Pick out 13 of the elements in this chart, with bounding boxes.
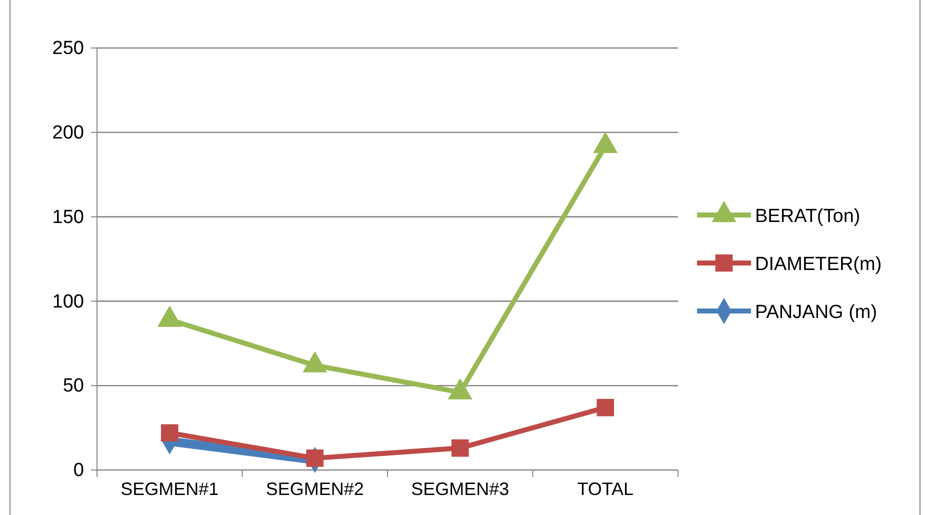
y-tick-label: 100 <box>52 291 84 312</box>
legend-label: PANJANG (m) <box>755 302 878 323</box>
x-tick-label: SEGMEN#2 <box>266 479 364 499</box>
x-tick-label: TOTAL <box>577 479 634 499</box>
legend-label: BERAT(Ton) <box>755 206 860 227</box>
legend-label: DIAMETER(m) <box>755 254 882 275</box>
x-tick-label: SEGMEN#1 <box>120 479 219 499</box>
y-tick-label: 50 <box>62 376 84 397</box>
y-tick-label: 250 <box>52 38 84 60</box>
x-tick-label: SEGMEN#3 <box>411 479 510 499</box>
y-tick-label: 200 <box>52 122 84 144</box>
y-tick-label: 150 <box>52 206 84 228</box>
y-tick-label: 0 <box>73 460 84 482</box>
